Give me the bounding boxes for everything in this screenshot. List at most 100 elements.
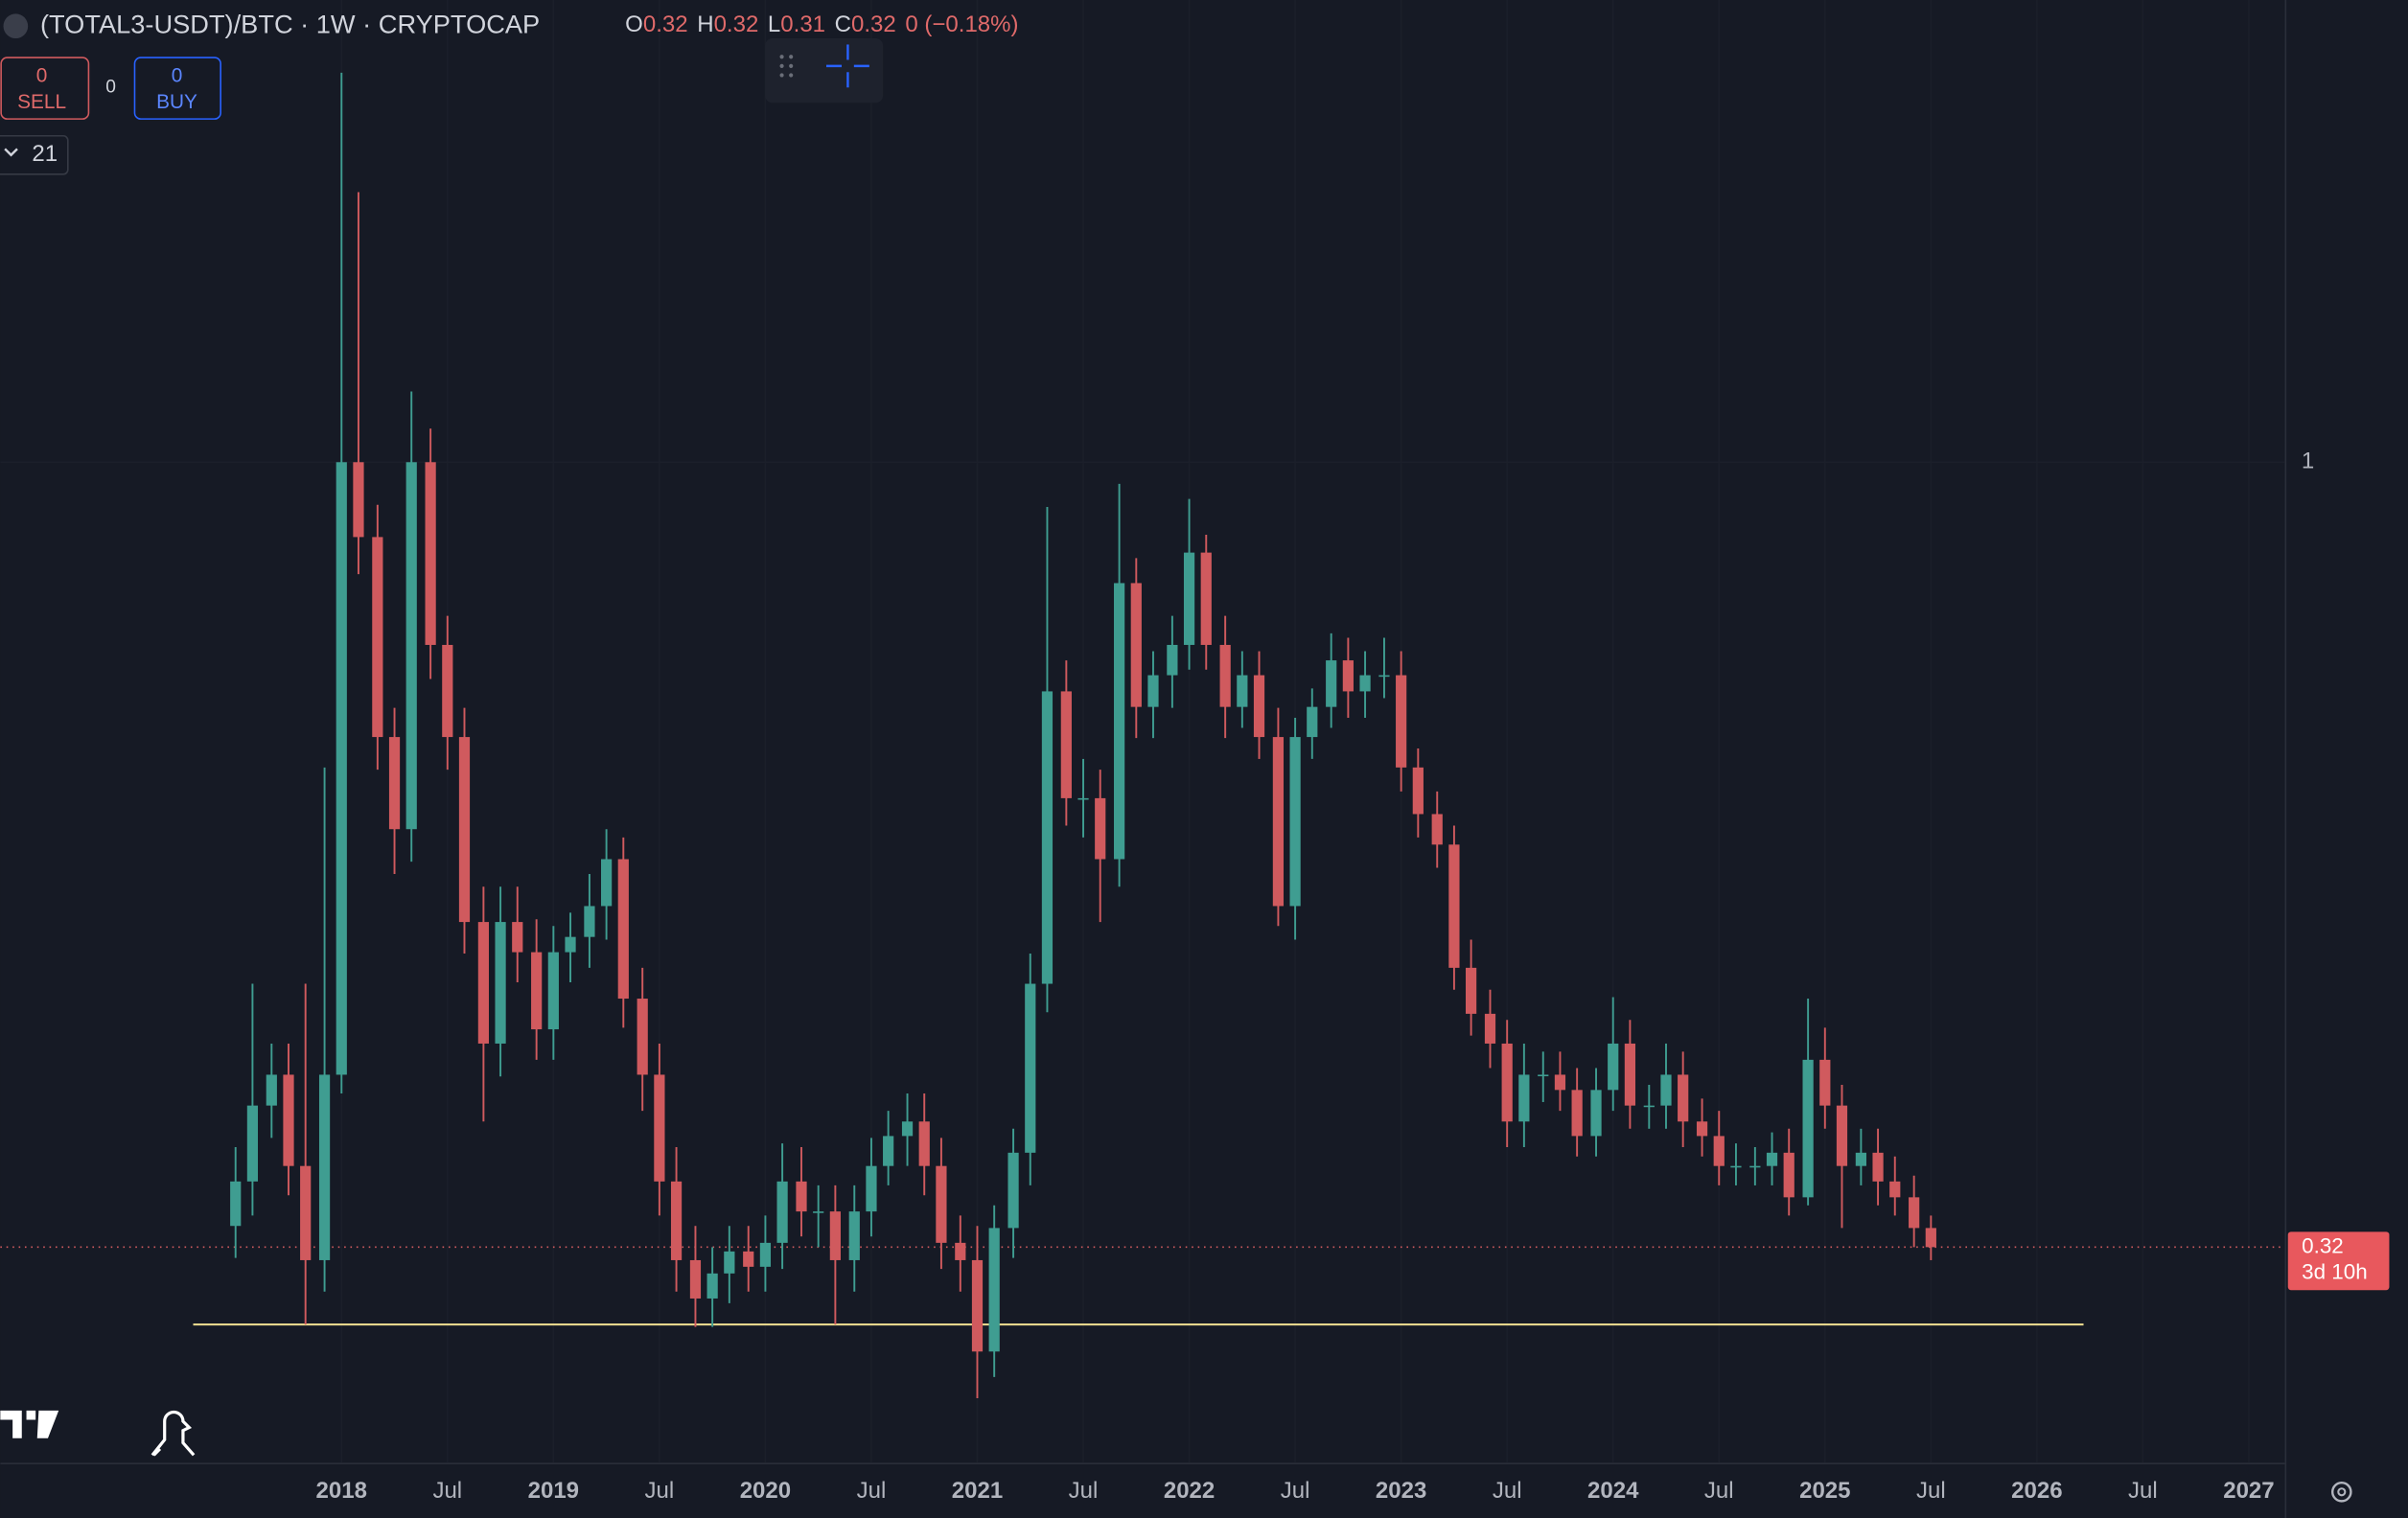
candle-body xyxy=(706,1273,718,1299)
sell-label: SELL xyxy=(17,91,66,113)
candle-body xyxy=(336,462,347,1075)
candle-body xyxy=(477,922,489,1044)
candle-body xyxy=(405,462,417,830)
x-tick-label: Jul xyxy=(2128,1478,2158,1504)
candle-body xyxy=(425,462,436,645)
candle-body xyxy=(1077,797,1089,800)
sell-count: 0 xyxy=(36,65,48,87)
candle-body xyxy=(1130,583,1142,707)
symbol-icon xyxy=(3,13,29,39)
candle-body xyxy=(1253,675,1265,738)
candle-body xyxy=(776,1181,788,1243)
candle-body xyxy=(848,1211,860,1260)
candle-body xyxy=(1342,660,1354,692)
candle-body xyxy=(724,1251,735,1274)
x-tick-label: Jul xyxy=(1493,1478,1522,1504)
candle-body xyxy=(1909,1197,1920,1229)
x-tick-label: 2019 xyxy=(528,1478,579,1504)
x-tick-label: Jul xyxy=(1916,1478,1946,1504)
candle-body xyxy=(759,1242,772,1267)
candle-body xyxy=(1836,1105,1848,1166)
replay-icon[interactable] xyxy=(150,1410,196,1457)
candle-body xyxy=(866,1165,877,1212)
candle-body xyxy=(1359,675,1371,692)
candle-body xyxy=(1819,1059,1831,1106)
crosshair-tool[interactable] xyxy=(826,44,869,88)
candle-body xyxy=(1147,675,1159,707)
candle-body xyxy=(266,1074,277,1106)
x-tick-label: 2021 xyxy=(952,1478,1003,1504)
tradingview-logo xyxy=(0,1410,59,1438)
ohlc-item: 0.32 xyxy=(851,12,896,38)
candle-body xyxy=(1412,767,1424,815)
candle-body xyxy=(565,936,576,953)
candle-body xyxy=(1872,1152,1884,1182)
candle-body xyxy=(601,859,613,907)
candle-body xyxy=(1431,814,1443,845)
ohlc-item: 0 (−0.18%) xyxy=(905,12,1018,38)
candle-body xyxy=(1114,583,1125,860)
candle-body xyxy=(1696,1121,1708,1137)
x-tick-label: 2027 xyxy=(2223,1478,2274,1504)
candle-body xyxy=(1378,675,1390,678)
candle-body xyxy=(1713,1136,1725,1166)
candle-body xyxy=(918,1121,930,1166)
candle-body xyxy=(1465,967,1477,1014)
last-price-tag xyxy=(2287,1231,2390,1291)
buy-label: BUY xyxy=(156,91,197,113)
candle-body xyxy=(637,999,648,1075)
candle-body xyxy=(1095,797,1106,860)
candle-body xyxy=(512,922,523,953)
candle-body xyxy=(1183,552,1195,645)
candle-body xyxy=(689,1259,702,1299)
candle-body xyxy=(1855,1152,1866,1166)
candle-body xyxy=(813,1211,824,1213)
candle-body xyxy=(988,1228,1000,1352)
x-tick-label: 2023 xyxy=(1376,1478,1426,1504)
settings-icon[interactable] xyxy=(2330,1481,2352,1503)
x-tick-label: 2020 xyxy=(740,1478,791,1504)
ohlc-item: 0.32 xyxy=(714,12,759,38)
candle-body xyxy=(495,922,506,1044)
ohlc-item: C xyxy=(835,12,851,38)
candle-body xyxy=(901,1121,914,1137)
candle-body xyxy=(617,859,629,1000)
candle-body xyxy=(318,1074,331,1260)
candle-body xyxy=(1678,1074,1689,1122)
spread: 0 xyxy=(105,77,116,97)
candle-body xyxy=(458,737,471,923)
candle-body xyxy=(584,906,595,937)
candle-body xyxy=(230,1181,242,1227)
settings-icon-center xyxy=(2337,1487,2347,1497)
candle-body xyxy=(670,1181,683,1260)
x-tick-label: 2026 xyxy=(2011,1478,2062,1504)
x-tick-label: 2025 xyxy=(1799,1478,1850,1504)
candle-body xyxy=(1167,644,1178,676)
candle-body xyxy=(1730,1165,1742,1168)
ohlc-item: 0.32 xyxy=(643,12,688,38)
candle-body xyxy=(1590,1090,1602,1137)
candle-body xyxy=(971,1259,984,1352)
candle-body xyxy=(883,1136,894,1166)
indicator-toggle[interactable] xyxy=(0,134,69,175)
x-tick-label: 2018 xyxy=(316,1478,367,1504)
candle-body xyxy=(1025,983,1036,1153)
x-tick-label: Jul xyxy=(857,1478,887,1504)
x-tick-label: Jul xyxy=(432,1478,462,1504)
ohlc-item: L xyxy=(768,12,780,38)
candle-body xyxy=(442,644,453,738)
candle-body xyxy=(936,1165,947,1243)
x-tick-label: Jul xyxy=(645,1478,675,1504)
drag-handle[interactable] xyxy=(779,55,794,78)
chevron xyxy=(4,148,18,157)
symbol-title: (TOTAL3-USDT)/BTC · 1W · CRYPTOCAP xyxy=(40,9,540,38)
candle-body xyxy=(1643,1105,1655,1108)
sell-button[interactable] xyxy=(0,57,90,120)
buy-button[interactable] xyxy=(133,57,221,120)
x-tick-label: 2022 xyxy=(1164,1478,1215,1504)
y-tick-label: 1 xyxy=(2302,448,2314,474)
candle-body xyxy=(1007,1152,1019,1229)
candle-body xyxy=(796,1181,807,1212)
